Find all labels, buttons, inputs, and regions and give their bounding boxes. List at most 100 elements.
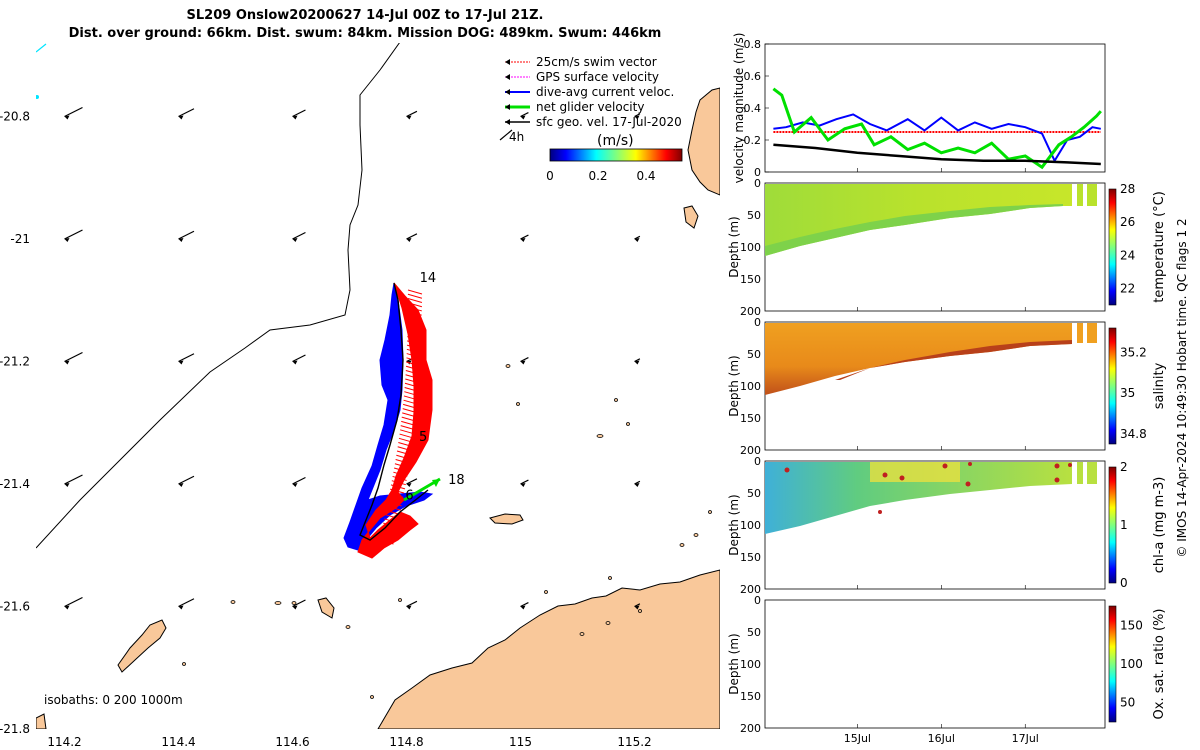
- island: [36, 713, 47, 729]
- sfc-geo-arrowhead: [520, 238, 526, 242]
- map-y-tick-label: -20.8: [0, 110, 30, 124]
- map-x-tick-label: 114.8: [389, 735, 423, 749]
- sfc-geo-arrowhead: [406, 605, 412, 610]
- swim-vector-tick: [405, 370, 420, 375]
- credit-text: © IMOS 14-Apr-2024 10:49:30 Hobart time.…: [1175, 218, 1189, 557]
- swim-vector-tick: [407, 289, 423, 295]
- profile-colorbar-label: salinity: [1152, 362, 1167, 409]
- oxygen-panel: [764, 599, 1106, 729]
- depth-tick-label: 0: [754, 177, 761, 190]
- depth-tick-label: 200: [740, 722, 761, 735]
- swim-vector-tick: [384, 514, 400, 520]
- profile-colorbar: [1108, 466, 1117, 584]
- sfc-geo-arrow: [406, 110, 418, 118]
- sfc-geo-arrow: [520, 479, 529, 485]
- swim-vector-tick: [402, 408, 417, 414]
- net-glider-velocity-arrowhead: [432, 479, 440, 487]
- swim-vector-tick: [403, 399, 418, 405]
- sfc-geo-arrowhead: [64, 238, 70, 242]
- profile-colorbar-label: temperature (°C): [1152, 191, 1167, 303]
- sfc-geo-arrowhead: [520, 605, 526, 610]
- sfc-geo-velocity-arrows: [64, 106, 641, 610]
- temperature-profile-column: [1077, 184, 1083, 206]
- sfc-geo-arrow: [406, 600, 418, 608]
- sfc-geo-arrowhead: [178, 483, 184, 487]
- sfc-geo-arrowhead: [64, 360, 70, 365]
- sfc-geo-arrow: [64, 596, 83, 608]
- swim-vector-tick: [379, 539, 394, 545]
- depth-tick-label: 50: [747, 487, 761, 500]
- depth-tick-label: 50: [747, 348, 761, 361]
- swim-vector-tick: [399, 433, 414, 439]
- velocity-panel: 0 0.2 0.4 0.6 0.8 velocity magnitude (m/s): [732, 33, 1106, 183]
- island: [489, 513, 524, 525]
- swim-vector-tick: [406, 348, 422, 354]
- day-labels: 14 5 18 6: [405, 271, 464, 503]
- legend-lag: 4h: [509, 130, 524, 144]
- chla-panel: [764, 460, 1106, 590]
- sfc-geo-arrowhead: [178, 360, 184, 365]
- map-x-axis: 114.2 114.4 114.6 114.8 115 115.2: [47, 735, 651, 749]
- profile-colorbar: [1108, 605, 1117, 723]
- swim-vector-tick: [397, 446, 412, 452]
- profile-colorbar-tick: 22: [1120, 281, 1135, 295]
- profile-colorbar-tick: 1: [1120, 518, 1128, 532]
- depth-tick-label: 150: [740, 551, 761, 564]
- sfc-geo-arrow: [178, 475, 195, 485]
- swim-vector-tick: [393, 471, 408, 477]
- swim-vector-tick: [402, 412, 417, 418]
- sfc-geo-arrow: [292, 109, 306, 118]
- swim-vector-tick: [381, 531, 396, 537]
- chart-title-line2: Dist. over ground: 66km. Dist. swum: 84k…: [68, 26, 662, 41]
- depth-tick-label: 50: [747, 209, 761, 222]
- sfc-geo-arrow: [520, 357, 529, 363]
- sfc-geo-arrowhead: [520, 360, 526, 365]
- map-y-tick-label: -21: [10, 232, 30, 246]
- swim-vector-tick: [407, 302, 423, 308]
- sfc-geo-arrow: [64, 474, 83, 485]
- swim-vector-tick: [405, 374, 420, 380]
- swim-vector-band: [357, 282, 433, 559]
- swim-vector-tick: [405, 378, 420, 384]
- island: [117, 619, 167, 673]
- map-x-tick-label: 115: [509, 735, 532, 749]
- swim-vector-tick: [407, 293, 423, 299]
- velocity-series: [772, 87, 1102, 170]
- chla-profile-column: [1087, 462, 1097, 484]
- swim-vector-tick: [404, 386, 419, 392]
- profile-colorbar-label: chl-a (mg m-3): [1152, 477, 1167, 574]
- velocity-y-tick-label: 0: [754, 166, 761, 179]
- profile-colorbar-tick: 28: [1120, 182, 1135, 196]
- swim-vector-tick: [406, 357, 421, 363]
- island: [317, 597, 335, 619]
- day-label: 6: [405, 488, 413, 503]
- profile-colorbar-tick: 24: [1120, 248, 1135, 262]
- profile-colorbar-label: Ox. sat. ratio (%): [1152, 609, 1167, 720]
- swim-vector-tick: [407, 340, 422, 346]
- time-tick-label: 15Jul: [844, 732, 871, 745]
- sfc-geo-arrow: [292, 599, 306, 608]
- sfc-geo-arrow: [406, 233, 418, 240]
- swim-vector-tick: [395, 459, 410, 464]
- sfc-geo-arrow: [634, 480, 641, 485]
- swim-vector-tick: [404, 382, 420, 388]
- isobath-marker: [36, 95, 39, 99]
- sfc-geo-arrow: [634, 113, 641, 118]
- velocity-y-tick-label: 0.8: [744, 38, 762, 51]
- sfc-geo-arrowhead: [634, 115, 640, 120]
- land-mainland: [377, 569, 720, 729]
- velocity-series-dive-avg-current: [773, 113, 1101, 163]
- profile-colorbar: [1108, 327, 1117, 445]
- legend-label-geo: sfc geo. vel. 17-Jul-2020: [536, 115, 682, 129]
- depth-ylabel: Depth (m): [727, 494, 741, 555]
- swim-vector-tick: [386, 505, 401, 511]
- profile-colorbar-tick: 35.2: [1120, 345, 1147, 359]
- colorbar-gradient: [549, 148, 683, 162]
- swim-vector-tick: [392, 475, 407, 481]
- isobath-1000m: [36, 43, 47, 53]
- chla-high-dots: [784, 462, 1072, 514]
- day-label: 18: [448, 473, 465, 488]
- swim-vector-tick: [401, 416, 416, 422]
- profile-colorbar-tick: 34.8: [1120, 427, 1147, 441]
